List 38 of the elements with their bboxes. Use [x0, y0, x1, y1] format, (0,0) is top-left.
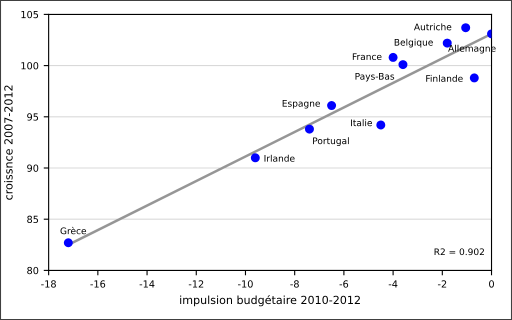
point: [376, 120, 386, 130]
annotation: Autriche: [414, 23, 452, 30]
point: [327, 101, 336, 110]
annotation: Espagne: [282, 100, 320, 109]
x-tick-label: -12: [188, 280, 204, 288]
annotation: Belgique: [394, 38, 433, 48]
annotation: France: [352, 53, 382, 60]
point: [388, 52, 398, 62]
point: [64, 238, 73, 248]
x-tick-label: -10: [238, 280, 253, 288]
y-tick-label: 105: [21, 10, 38, 18]
annotation: Irlande: [264, 154, 295, 162]
y-tick-label: 90: [27, 164, 38, 172]
annotation: Pays-Bas: [356, 72, 394, 82]
x-tick-label: 0: [489, 280, 494, 288]
x-tick-label: -18: [41, 280, 56, 288]
x-tick-label: -8: [290, 280, 299, 288]
point: [304, 124, 314, 134]
x-axis-title: impulsion budgétaire 2010-2012: [180, 295, 360, 306]
x-tick-label: -14: [140, 280, 154, 288]
point: [461, 23, 470, 32]
x-tick-label: -6: [340, 280, 348, 288]
x-tick-label: -16: [90, 280, 106, 288]
annotation: Grèce: [60, 226, 86, 234]
y-tick-label: 95: [27, 113, 38, 121]
x-tick-label: -4: [388, 280, 398, 288]
point: [398, 60, 408, 70]
annotation: Portugal: [313, 137, 349, 146]
x-tick-label: -2: [438, 280, 446, 288]
y-axis-title: croissnce 2007-2012: [4, 86, 13, 200]
y-tick-label: 85: [27, 216, 38, 224]
point: [470, 73, 479, 82]
y-tick-label: 100: [21, 62, 38, 70]
point: [250, 153, 260, 162]
annotation: Italie: [351, 119, 372, 126]
annotation: Finlande: [426, 74, 463, 82]
y-tick-label: 80: [27, 266, 38, 274]
annotation: R2 = 0.902: [434, 248, 484, 256]
